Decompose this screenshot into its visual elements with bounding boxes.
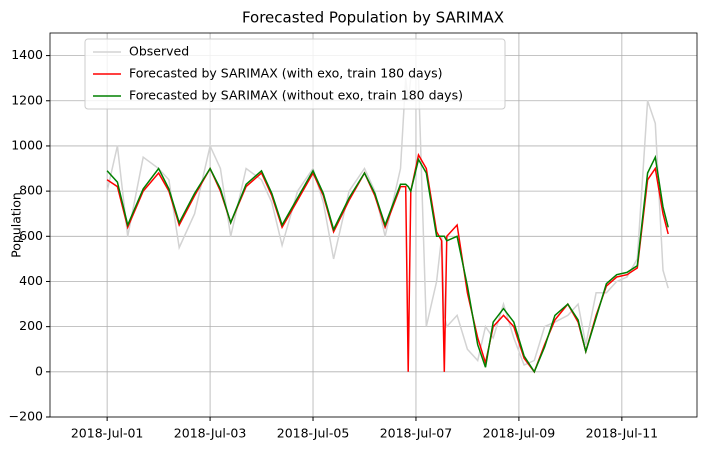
legend-label: Forecasted by SARIMAX (with exo, train 1… — [129, 66, 443, 81]
x-tick-label: 2018-Jul-09 — [483, 426, 556, 441]
legend-label: Observed — [129, 44, 189, 59]
legend-box — [84, 38, 506, 110]
y-axis-label: Population — [9, 192, 24, 258]
y-tick-label: 200 — [19, 318, 43, 333]
x-tick-label: 2018-Jul-03 — [174, 426, 247, 441]
x-tick-label: 2018-Jul-05 — [277, 426, 350, 441]
legend-label: Forecasted by SARIMAX (without exo, trai… — [129, 88, 463, 103]
y-tick-label: 1000 — [11, 137, 43, 152]
plot-frame — [49, 32, 698, 418]
y-tick-label: 400 — [19, 273, 43, 288]
y-tick-label: 1400 — [11, 47, 43, 62]
y-tick-label: 800 — [19, 183, 43, 198]
chart-title: Forecasted Population by SARIMAX — [242, 9, 504, 27]
series-line — [106, 154, 669, 374]
x-tick-label: 2018-Jul-11 — [586, 426, 659, 441]
series-line — [106, 77, 669, 367]
x-tick-label: 2018-Jul-01 — [71, 426, 144, 441]
y-tick-label: 1200 — [11, 92, 43, 107]
y-tick-label: 0 — [35, 363, 43, 378]
y-tick-label: −200 — [9, 409, 43, 424]
y-tick-label: 600 — [19, 228, 43, 243]
x-tick-label: 2018-Jul-07 — [380, 426, 453, 441]
